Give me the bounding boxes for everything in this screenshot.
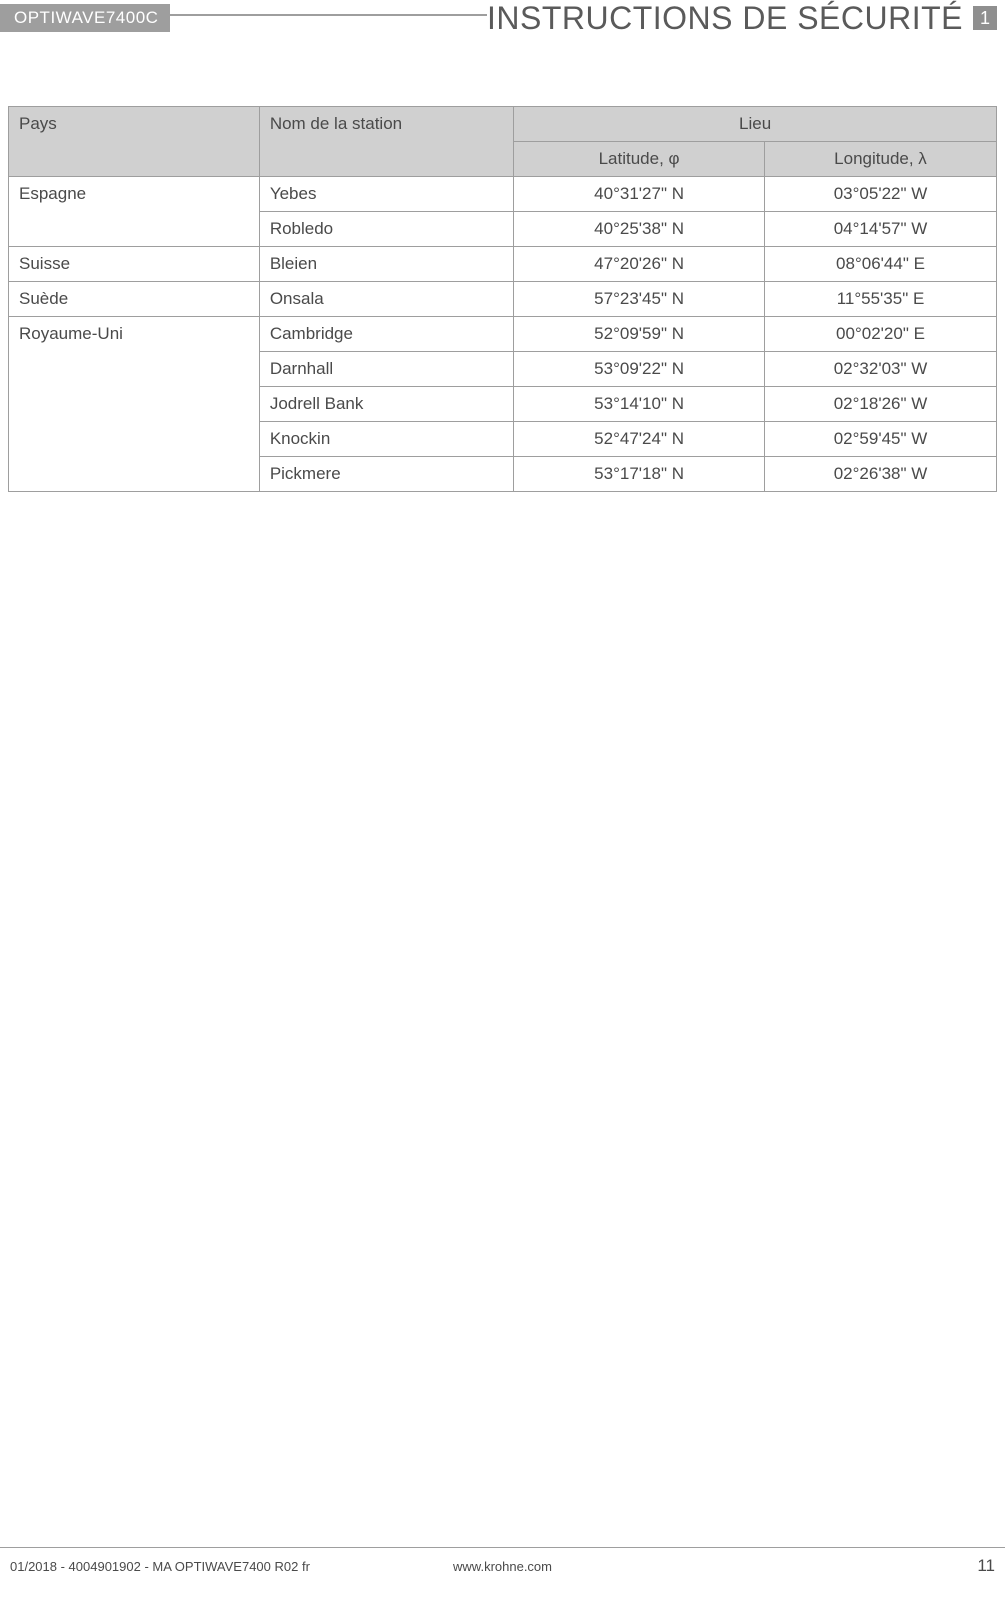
cell-country: Espagne bbox=[9, 177, 260, 247]
section-number-badge: 1 bbox=[973, 6, 997, 30]
footer-doc-ref: 01/2018 - 4004901902 - MA OPTIWAVE7400 R… bbox=[10, 1559, 310, 1574]
footer-url: www.krohne.com bbox=[453, 1559, 552, 1574]
cell-longitude: 02°59'45" W bbox=[764, 422, 996, 457]
product-model-label: OPTIWAVE7400C bbox=[0, 4, 170, 32]
cell-longitude: 11°55'35" E bbox=[764, 282, 996, 317]
cell-station: Jodrell Bank bbox=[259, 387, 513, 422]
cell-longitude: 02°32'03" W bbox=[764, 352, 996, 387]
cell-latitude: 53°14'10" N bbox=[514, 387, 765, 422]
page-footer: 01/2018 - 4004901902 - MA OPTIWAVE7400 R… bbox=[0, 1547, 1005, 1576]
table-row: SuèdeOnsala57°23'45" N11°55'35" E bbox=[9, 282, 997, 317]
cell-country: Suisse bbox=[9, 247, 260, 282]
cell-station: Pickmere bbox=[259, 457, 513, 492]
header-pays: Pays bbox=[9, 107, 260, 177]
cell-latitude: 53°17'18" N bbox=[514, 457, 765, 492]
header-station: Nom de la station bbox=[259, 107, 513, 177]
cell-longitude: 04°14'57" W bbox=[764, 212, 996, 247]
header-lieu: Lieu bbox=[514, 107, 997, 142]
cell-longitude: 08°06'44" E bbox=[764, 247, 996, 282]
cell-country: Royaume-Uni bbox=[9, 317, 260, 492]
table-row: SuisseBleien47°20'26" N08°06'44" E bbox=[9, 247, 997, 282]
table-row: EspagneYebes40°31'27" N03°05'22" W bbox=[9, 177, 997, 212]
cell-country: Suède bbox=[9, 282, 260, 317]
header-divider bbox=[170, 14, 487, 16]
stations-table: Pays Nom de la station Lieu Latitude, φ … bbox=[8, 106, 997, 492]
cell-station: Yebes bbox=[259, 177, 513, 212]
header-latitude: Latitude, φ bbox=[514, 142, 765, 177]
cell-station: Onsala bbox=[259, 282, 513, 317]
header-longitude: Longitude, λ bbox=[764, 142, 996, 177]
cell-station: Bleien bbox=[259, 247, 513, 282]
cell-station: Knockin bbox=[259, 422, 513, 457]
cell-station: Darnhall bbox=[259, 352, 513, 387]
cell-latitude: 52°47'24" N bbox=[514, 422, 765, 457]
cell-longitude: 02°18'26" W bbox=[764, 387, 996, 422]
cell-latitude: 47°20'26" N bbox=[514, 247, 765, 282]
cell-latitude: 40°31'27" N bbox=[514, 177, 765, 212]
cell-latitude: 52°09'59" N bbox=[514, 317, 765, 352]
cell-latitude: 53°09'22" N bbox=[514, 352, 765, 387]
cell-longitude: 00°02'20" E bbox=[764, 317, 996, 352]
header-title-group: INSTRUCTIONS DE SÉCURITÉ 1 bbox=[487, 0, 1005, 37]
cell-station: Cambridge bbox=[259, 317, 513, 352]
cell-latitude: 57°23'45" N bbox=[514, 282, 765, 317]
footer-page-number: 11 bbox=[977, 1556, 995, 1576]
cell-longitude: 03°05'22" W bbox=[764, 177, 996, 212]
page-header: OPTIWAVE7400C INSTRUCTIONS DE SÉCURITÉ 1 bbox=[0, 0, 1005, 36]
cell-station: Robledo bbox=[259, 212, 513, 247]
content-area: Pays Nom de la station Lieu Latitude, φ … bbox=[0, 36, 1005, 492]
cell-longitude: 02°26'38" W bbox=[764, 457, 996, 492]
table-row: Royaume-UniCambridge52°09'59" N00°02'20"… bbox=[9, 317, 997, 352]
page-title: INSTRUCTIONS DE SÉCURITÉ bbox=[487, 0, 963, 37]
cell-latitude: 40°25'38" N bbox=[514, 212, 765, 247]
